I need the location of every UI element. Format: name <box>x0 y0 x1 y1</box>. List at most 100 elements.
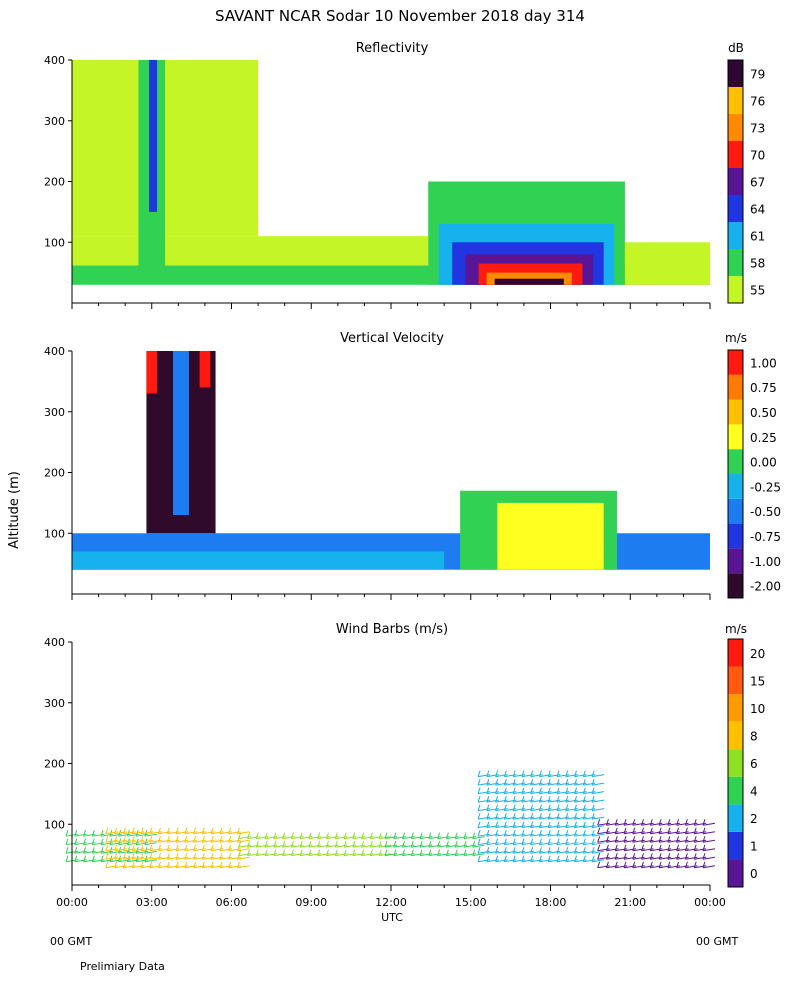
wind-barbs-colorbar-frame <box>727 638 744 888</box>
x-tick-label: 18:00 <box>535 896 567 909</box>
footer-note: Prelimiary Data <box>80 960 165 973</box>
vertical-velocity-axes: 100 200 300 400 <box>44 345 711 600</box>
x-tick-label: 00:00 <box>694 896 726 909</box>
vertical-velocity-colorbar-label: 0.00 <box>750 456 777 470</box>
x-tick-label: 09:00 <box>295 896 327 909</box>
vertical-velocity-colorbar-swatch <box>728 374 743 400</box>
reflectivity-colorbar-label: 67 <box>750 176 765 190</box>
wind-barbs-colorbar-label: 10 <box>750 702 765 716</box>
wind-barbs-colorbar-swatch <box>728 804 743 832</box>
vertical-velocity-colorbar-label: 1.00 <box>750 356 777 370</box>
wind-barbs-plot-area <box>65 770 716 869</box>
vertical-velocity-unit: m/s <box>725 331 747 345</box>
footer-gmt-right: 00 GMT <box>696 935 739 948</box>
wind-barbs-colorbar-swatch <box>728 776 743 805</box>
reflectivity-title: Reflectivity <box>356 41 429 56</box>
reflectivity-region-5 <box>165 60 259 237</box>
wind-barbs-colorbar-label: 20 <box>750 647 765 661</box>
wind-barbs-colorbar-swatch <box>728 831 743 860</box>
reflectivity-colorbar-frame <box>727 59 744 304</box>
wind-barbs-colorbar-swatch <box>728 694 743 722</box>
vertical-velocity-panel: Vertical Velocity 100 200 300 400 m/s -2.00… <box>44 331 781 600</box>
reflectivity-colorbar-swatch <box>728 141 743 168</box>
vertical-velocity-region-3 <box>173 351 189 516</box>
vertical-velocity-colorbar: -2.00 -1.00 -0.75 -0.50 -0.25 0.00 0.25 0.50 0.7… <box>727 349 781 599</box>
reflectivity-y-tick-label: 100 <box>44 236 65 249</box>
wind-barbs-colorbar-label: 6 <box>750 757 758 771</box>
wind-barbs-colorbar-label: 4 <box>750 785 758 799</box>
vertical-velocity-colorbar-swatch <box>728 474 743 499</box>
vertical-velocity-colorbar-swatch <box>728 523 743 549</box>
reflectivity-colorbar-swatch <box>728 195 743 222</box>
wind-barbs-y-tick-label: 100 <box>44 818 65 831</box>
wind-barb-band-1 <box>105 827 250 869</box>
reflectivity-unit: dB <box>728 41 744 55</box>
wind-barb-band-3 <box>384 832 485 857</box>
x-tick-label: 06:00 <box>216 896 248 909</box>
x-tick-label: 15:00 <box>455 896 487 909</box>
wind-barbs-title: Wind Barbs (m/s) <box>336 622 448 637</box>
reflectivity-y-tick-label: 300 <box>44 115 65 128</box>
y-axis-label: Altitude (m) <box>7 471 22 549</box>
wind-barbs-axes: 100 200 300 400 00:00 03:00 06:00 09:00 12:00 15:… <box>44 636 726 909</box>
reflectivity-colorbar-swatch <box>728 222 743 249</box>
wind-barbs-colorbar: 0 1 2 4 6 8 10 15 20 <box>727 638 765 888</box>
vertical-velocity-colorbar-swatch <box>728 424 743 450</box>
vertical-velocity-colorbar-swatch <box>728 399 743 425</box>
reflectivity-region-4 <box>149 60 158 212</box>
reflectivity-region-2 <box>72 60 139 237</box>
wind-barbs-colorbar-label: 8 <box>750 729 758 743</box>
wind-barbs-y-tick-label: 400 <box>44 636 65 649</box>
wind-barbs-colorbar-swatch <box>728 666 743 695</box>
vertical-velocity-region-1 <box>72 551 445 570</box>
reflectivity-colorbar-label: 79 <box>750 68 765 82</box>
reflectivity-region-1 <box>72 236 429 266</box>
vertical-velocity-colorbar-swatch <box>728 350 743 375</box>
vertical-velocity-colorbar-frame <box>727 349 744 599</box>
wind-barbs-colorbar-label: 0 <box>750 867 758 881</box>
vertical-velocity-region-5 <box>497 502 604 570</box>
reflectivity-colorbar-label: 73 <box>750 122 765 136</box>
x-tick-label: 03:00 <box>136 896 168 909</box>
vertical-velocity-colorbar-swatch <box>728 573 743 598</box>
vertical-velocity-colorbar-label: -0.50 <box>750 505 781 519</box>
figure-title: SAVANT NCAR Sodar 10 November 2018 day 3… <box>215 7 585 25</box>
vertical-velocity-colorbar-swatch <box>728 449 743 474</box>
wind-barb-band-4 <box>477 770 605 863</box>
reflectivity-colorbar-label: 70 <box>750 149 765 163</box>
wind-barbs-colorbar-label: 2 <box>750 812 758 826</box>
wind-barbs-colorbar-swatch <box>728 859 743 887</box>
vertical-velocity-colorbar-swatch <box>728 498 743 524</box>
reflectivity-colorbar-swatch <box>728 87 743 114</box>
reflectivity-colorbar-swatch <box>728 60 743 87</box>
wind-barbs-colorbar-swatch <box>728 721 743 750</box>
reflectivity-region-12 <box>494 278 564 285</box>
vertical-velocity-title: Vertical Velocity <box>340 331 444 346</box>
reflectivity-colorbar-label: 55 <box>750 284 765 298</box>
reflectivity-colorbar-swatch <box>728 114 743 141</box>
x-tick-label: 00:00 <box>56 896 88 909</box>
wind-barb-band-2 <box>238 832 392 857</box>
reflectivity-colorbar-label: 58 <box>750 257 765 271</box>
reflectivity-colorbar-swatch <box>728 276 743 303</box>
vertical-velocity-colorbar-label: -1.00 <box>750 555 781 569</box>
x-tick-label: 12:00 <box>375 896 407 909</box>
vertical-velocity-plot-area <box>72 351 710 570</box>
reflectivity-colorbar-swatch <box>728 168 743 195</box>
vertical-velocity-colorbar-label: -2.00 <box>750 580 781 594</box>
vertical-velocity-y-tick-label: 400 <box>44 345 65 358</box>
reflectivity-region-13 <box>624 242 710 285</box>
reflectivity-y-tick-label: 400 <box>44 54 65 67</box>
wind-barb-band-5 <box>597 819 716 869</box>
vertical-velocity-colorbar-label: 0.50 <box>750 406 777 420</box>
x-tick-label: 21:00 <box>614 896 646 909</box>
reflectivity-plot-area <box>72 60 710 285</box>
vertical-velocity-y-tick-label: 100 <box>44 527 65 540</box>
vertical-velocity-y-tick-label: 200 <box>44 467 65 480</box>
vertical-velocity-region-6 <box>146 351 158 394</box>
reflectivity-colorbar-label: 61 <box>750 230 765 244</box>
vertical-velocity-colorbar-label: -0.75 <box>750 530 781 544</box>
wind-barbs-y-tick-label: 300 <box>44 697 65 710</box>
